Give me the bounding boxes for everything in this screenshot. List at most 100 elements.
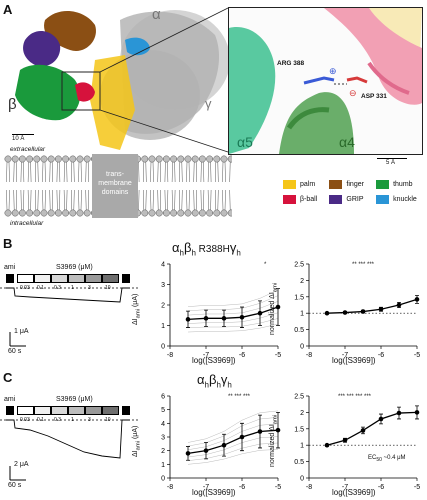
y-tick-label: 2.5 [294,394,304,401]
y-tick-label: 2.5 [294,262,304,269]
data-point [203,448,209,453]
data-point [257,429,263,434]
y-tick-label: 0.5 [294,327,304,334]
legend-swatch [376,180,390,189]
ylabel-b-abs-unit: (μA) [132,293,139,309]
x-tick-label: -6 [239,484,245,491]
chart-c-normalized: -8 -7 -6 -5 0 0.5 1 1.5 2 2.5 [294,394,420,492]
data-point [239,434,245,440]
series-line [326,298,418,314]
row-b-title-mutation: R388H [195,244,230,255]
individual-trace [187,318,279,329]
x-tick-label: -8 [306,484,312,491]
intracellular-label: intracellular [10,220,44,227]
row-c-title-alpha: α [197,372,205,387]
individual-trace [187,301,279,316]
chart-b-norm-significance: ** *** *** [352,262,375,268]
x-tick-label: -6 [378,352,384,359]
y-tick-label: 3 [161,282,165,289]
individual-trace [187,449,279,465]
trace-c-current [0,419,140,481]
individual-trace [187,417,279,447]
legend-swatch [283,180,296,189]
data-point [221,442,227,448]
legend-swatch [329,180,343,189]
trace-b: ami S3969 (μM) 0.030.10.31310 1 μA 60 s [0,262,140,362]
panel-label-c: C [3,370,13,385]
data-point [342,310,348,315]
row-c-title-beta: β [208,372,217,387]
legend-item: GRIP [329,195,370,204]
legend-swatch [283,195,296,204]
y-tick-label: 6 [161,394,165,401]
y-tick-label: 1 [161,462,165,469]
legend-swatch [376,195,390,204]
data-point [257,310,263,316]
ylabel-b-abs-main: ΔI [132,318,139,325]
x-tick-label: -6 [378,484,384,491]
tm-line-2: membrane [98,180,132,187]
y-tick-label: 1 [300,443,304,450]
arg388-label: ARG 388 [277,60,305,67]
legend-item: knuckle [376,195,423,204]
chart-b-norm-xlabel: log([S3969]) [332,356,376,365]
y-tick-label: 5 [161,407,165,414]
y-tick-label: 0.5 [294,459,304,466]
data-point [378,306,384,312]
row-b-title-alpha: α [172,240,180,255]
axis-frame [169,264,278,347]
chart-b-absolute: -8 -7 -6 -5 0 1 2 3 4 [161,262,281,360]
x-tick-label: -8 [306,352,312,359]
ec50-label: EC [368,455,377,461]
row-b-title-beta: β [183,240,192,255]
individual-trace [187,323,279,333]
chart-c-norm-ylabel: normalized ΔIami [269,415,278,467]
chart-b-norm-ylabel: normalized ΔIami [269,283,278,335]
data-point [396,410,402,416]
individual-trace [187,312,279,324]
legend-label: knuckle [393,196,417,203]
series-line [326,411,418,446]
y-tick-label: 1 [300,311,304,318]
panel-label-b: B [3,236,13,251]
data-point [275,304,281,310]
helix-a5-label: α5 [237,134,253,150]
ec50-sub: 50 [376,457,382,464]
legend-swatch [329,195,343,204]
ylabel-c-abs-unit: (μA) [132,425,139,441]
y-tick-label: 2 [300,278,304,285]
chart-c-abs-ylabel: ΔIami (μA) [132,426,141,457]
ylabel-b-abs-sub: ami [135,308,142,319]
conc-step-label: 10 [105,417,111,423]
trace-c-conc-bars: 0.030.10.31310 [17,406,119,423]
axis-frame [308,396,417,479]
zoom-scale-bar [377,158,407,159]
y-tick-label: 0 [161,344,165,351]
chart-b-abs-significance: * [264,262,267,268]
y-tick-label: 4 [161,262,165,269]
data-point [221,316,227,321]
row-b-title-sub2: h [191,248,196,258]
data-point [360,428,366,433]
individual-trace [187,436,279,458]
x-tick-label: -7 [203,352,209,359]
zoom-scale-label: 5 Å [386,160,396,166]
tm-line-1: trans- [106,171,124,178]
data-point [360,309,366,314]
x-tick-label: -7 [342,352,348,359]
chart-c-absolute: -8 -7 -6 -5 0 1 2 3 4 5 6 [161,394,281,492]
conc-step: 10 [102,406,119,423]
row-c-title-gamma: γ [220,372,228,387]
x-tick-label: -5 [275,484,281,491]
row-c-title-sub2: h [216,380,221,390]
x-tick-label: -8 [167,352,173,359]
trace-b-current [0,287,140,347]
chart-c-abs-xlabel: log([S3969]) [192,488,236,497]
domain-legend: palm finger thumb β-ball GRIP knuckle [283,180,423,204]
transmembrane-box: trans- membrane domains [92,170,138,197]
extracellular-label: extracellular [10,146,46,153]
trace-b-ami-label: ami [4,264,16,271]
legend-label: β-ball [300,196,318,203]
x-tick-label: -7 [203,484,209,491]
series-line [187,429,279,455]
